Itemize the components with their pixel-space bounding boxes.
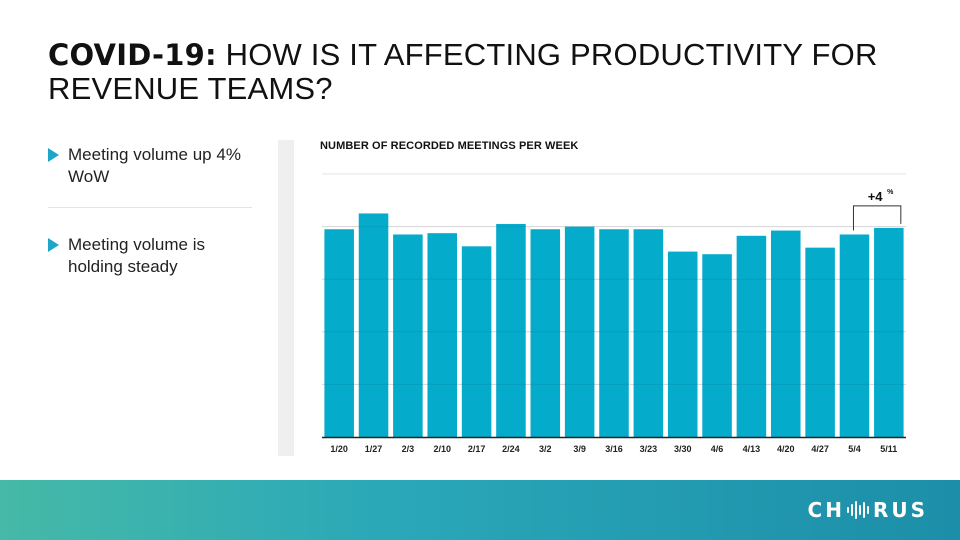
annotation-label: +4 xyxy=(868,189,884,204)
x-tick-label: 3/16 xyxy=(605,444,623,454)
bar xyxy=(599,229,629,437)
x-tick-label: 3/2 xyxy=(539,444,552,454)
x-tick-label: 4/6 xyxy=(711,444,724,454)
page-title-rest: HOW IS IT AFFECTING PRODUCTIVITY FOR REV… xyxy=(48,37,878,106)
chart-side-bar xyxy=(278,140,294,456)
x-tick-label: 3/30 xyxy=(674,444,692,454)
bar xyxy=(564,226,595,437)
page-title: COVID-19: HOW IS IT AFFECTING PRODUCTIVI… xyxy=(48,38,908,105)
bar xyxy=(702,254,732,437)
bar xyxy=(805,247,835,437)
bar xyxy=(770,230,801,437)
x-tick-label: 2/24 xyxy=(502,444,520,454)
bar xyxy=(427,233,458,437)
triangle-bullet-icon xyxy=(48,148,59,162)
bullet-text: Meeting volume up 4% WoW xyxy=(68,145,241,186)
page-title-bold: COVID-19: xyxy=(48,38,217,72)
x-tick-label: 4/20 xyxy=(777,444,795,454)
bar xyxy=(633,229,664,437)
bar xyxy=(839,234,870,437)
bar xyxy=(874,227,904,437)
bullet-list: Meeting volume up 4% WoW Meeting volume … xyxy=(48,144,252,278)
x-tick-label: 1/20 xyxy=(330,444,348,454)
chorus-logo: CH RUS xyxy=(807,498,928,522)
x-tick-label: 4/27 xyxy=(811,444,829,454)
bullet-text: Meeting volume is holding steady xyxy=(68,235,206,276)
soundwave-icon xyxy=(846,499,869,521)
x-tick-label: 2/3 xyxy=(402,444,415,454)
bar xyxy=(393,234,423,437)
triangle-bullet-icon xyxy=(48,238,59,252)
footer-band: CH RUS xyxy=(0,480,960,540)
bar xyxy=(736,235,767,437)
bar xyxy=(667,251,698,437)
bar xyxy=(461,246,492,437)
x-tick-label: 5/4 xyxy=(848,444,861,454)
bar xyxy=(358,213,389,437)
x-tick-label: 5/11 xyxy=(880,444,897,454)
bullet-item: Meeting volume up 4% WoW xyxy=(48,144,252,188)
annotation-bracket xyxy=(852,205,902,231)
x-tick-label: 3/9 xyxy=(573,444,586,454)
x-tick-label: 2/10 xyxy=(433,444,451,454)
bullet-item: Meeting volume is holding steady xyxy=(48,234,252,278)
bar xyxy=(530,229,561,437)
bar-chart: 1/20 1/27 2/3 2/10 2/17 2/24 3/2 3/9 3/16 3/23 3/3… xyxy=(322,173,906,454)
chart-title: NUMBER OF RECORDED MEETINGS PER WEEK xyxy=(320,140,579,152)
x-tick-label: 4/13 xyxy=(743,444,761,454)
x-tick-label: 1/27 xyxy=(365,444,383,454)
annotation-superscript: % xyxy=(887,189,894,196)
bar xyxy=(496,223,526,437)
x-tick-label: 2/17 xyxy=(468,444,486,454)
bullet-divider xyxy=(48,207,252,208)
x-tick-label: 3/23 xyxy=(640,444,658,454)
bar xyxy=(324,229,354,437)
